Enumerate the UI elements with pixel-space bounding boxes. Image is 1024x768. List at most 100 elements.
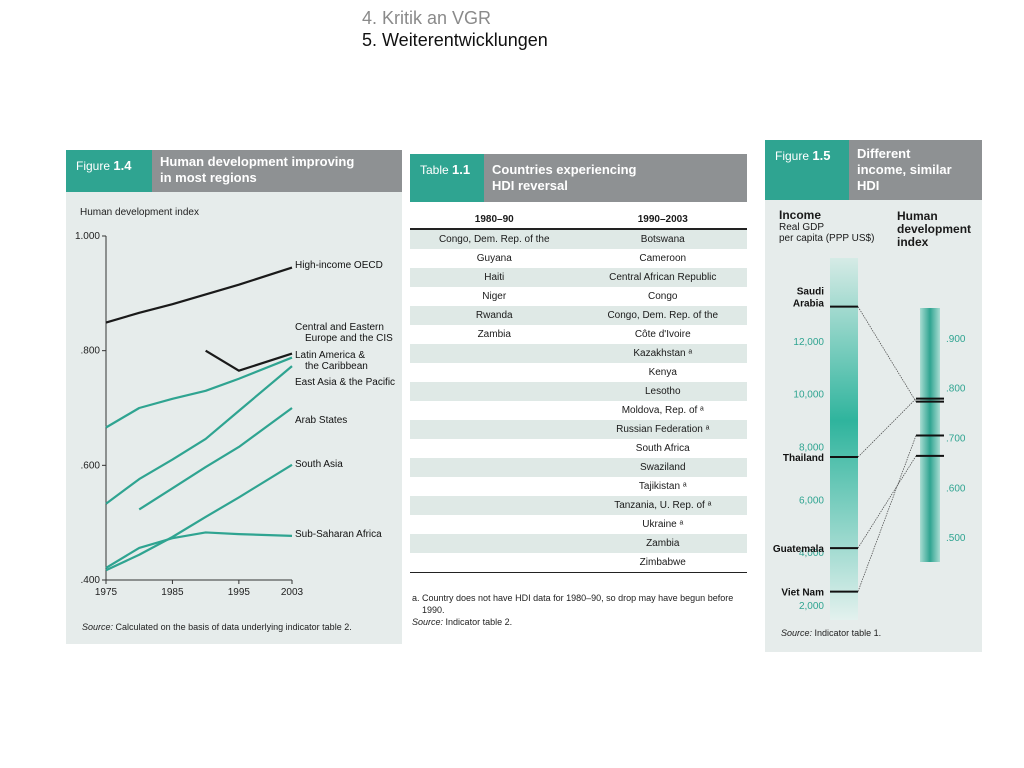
income-tick-label: 8,000 — [799, 443, 824, 454]
hdi-tick-label: .800 — [946, 384, 966, 395]
table-cell-1990-2003: Kenya — [648, 367, 677, 378]
table-1-1-title-line1: Countries experiencing — [492, 162, 637, 177]
table-cell-1990-2003: Central African Republic — [609, 272, 717, 283]
table-row: Tajikistan ᵃ — [410, 477, 747, 496]
series-label: Arab States — [295, 415, 347, 426]
figure-1-4-ylabel: Human development index — [80, 207, 199, 218]
nav-item-kritik[interactable]: 4. Kritik an VGR — [362, 8, 492, 28]
table-1-1-source-label: Source: — [412, 617, 444, 627]
figure-1-5-title-line3: HDI — [857, 178, 880, 193]
series-label: the Caribbean — [305, 361, 368, 372]
figure-1-4-prefix: Figure — [76, 159, 111, 173]
table-row: Swaziland — [410, 458, 747, 477]
connector-line — [857, 455, 917, 549]
series-line — [138, 407, 293, 511]
table-row: Zambia — [410, 534, 747, 553]
table-cell-1980-90: Rwanda — [475, 310, 513, 321]
table-cell-1990-2003: Kazakhstan ᵃ — [633, 348, 693, 359]
y-tick-label: .400 — [81, 575, 101, 586]
country-label: Viet Nam — [781, 588, 824, 599]
hdi-title-line1: Human — [897, 209, 938, 223]
connector-line — [857, 306, 917, 402]
table-1-1-number: 1.1 — [452, 162, 471, 177]
figure-1-5-source-text: Indicator table 1. — [814, 628, 882, 638]
hdi-reversal-table: 1980–90 1990–2003 Congo, Dem. Rep. of th… — [410, 204, 747, 573]
table-row: Moldova, Rep. of ᵃ — [410, 401, 747, 420]
table-cell-1990-2003: South Africa — [635, 443, 690, 454]
hdi-title-line2: development — [897, 222, 972, 236]
table-1-1-source: Source: Indicator table 2. — [412, 616, 747, 628]
country-label: Thailand — [783, 453, 824, 464]
table-1-1-prefix: Table — [420, 163, 449, 177]
income-axis-title: Income Real GDP per capita (PPP US$) — [779, 209, 874, 245]
series-line — [105, 531, 293, 569]
x-tick-label: 1985 — [161, 587, 184, 598]
connector-line — [857, 435, 917, 592]
table-1-1-label: Table 1.1 — [410, 154, 484, 202]
income-bar — [830, 258, 858, 620]
series-label: South Asia — [295, 459, 343, 470]
y-tick-label: .800 — [81, 346, 101, 357]
table-col-1990-2003: 1990–2003 — [637, 214, 688, 225]
table-1-1-header: Table 1.1 Countries experiencing HDI rev… — [410, 154, 747, 202]
table-1-1-title: Countries experiencing HDI reversal — [484, 154, 747, 202]
table-cell-1980-90: Haiti — [484, 272, 505, 283]
income-tick-label: 12,000 — [793, 337, 824, 348]
table-footnote-line1: a. Country does not have HDI data for 19… — [412, 593, 734, 603]
table-bottom-rule — [410, 572, 747, 573]
table-cell-1990-2003: Tajikistan ᵃ — [638, 481, 687, 492]
hdi-tick-label: .700 — [946, 433, 966, 444]
table-row: Zimbabwe — [410, 553, 747, 572]
figure-1-5-label: Figure 1.5 — [765, 140, 849, 200]
hdi-title-line3: index — [897, 235, 929, 249]
table-row: Niger Congo — [410, 287, 747, 306]
figure-1-5-header: Figure 1.5 Different income, similar HDI — [765, 140, 982, 200]
x-tick-label: 1995 — [228, 587, 251, 598]
series-label: High-income OECD — [295, 260, 383, 271]
income-tick-label: 10,000 — [793, 390, 824, 401]
series-line — [205, 349, 293, 372]
figure-1-4-title: Human development improving in most regi… — [152, 150, 402, 192]
table-row: Congo, Dem. Rep. of the Botswana — [410, 230, 747, 249]
figure-1-4-header: Figure 1.4 Human development improving i… — [66, 150, 402, 192]
x-tick-label: 2003 — [281, 587, 304, 598]
table-cell-1990-2003: Cameroon — [639, 253, 687, 264]
table-cell-1990-2003: Ukraine ᵃ — [642, 519, 684, 530]
figure-1-5-number: 1.5 — [812, 148, 831, 163]
table-body: Congo, Dem. Rep. of the Botswana Guyana Cam… — [410, 230, 747, 572]
table-footnote-line2: 1990. — [422, 605, 445, 615]
table-cell-1990-2003: Lesotho — [644, 386, 681, 397]
figure-1-5-title-line1: Different — [857, 146, 911, 161]
table-cell-1990-2003: Congo, Dem. Rep. of the — [607, 310, 719, 321]
figure-1-4-source: Source: Calculated on the basis of data … — [82, 622, 352, 632]
table-1-1-source-text: Indicator table 2. — [445, 617, 513, 627]
table-cell-1990-2003: Moldova, Rep. of ᵃ — [621, 405, 704, 416]
table-row: Ukraine ᵃ — [410, 515, 747, 534]
table-row: Tanzania, U. Rep. of ᵃ — [410, 496, 747, 515]
table-1-1-title-line2: HDI reversal — [492, 178, 568, 193]
table-cell-1980-90: Guyana — [476, 253, 512, 264]
hdi-tick-label: .600 — [946, 483, 966, 494]
y-tick-label: 1.000 — [75, 231, 100, 242]
table-row: South Africa — [410, 439, 747, 458]
figure-1-5-title: Different income, similar HDI — [849, 140, 982, 200]
table-row: Kenya — [410, 363, 747, 382]
country-label: Guatemala — [773, 544, 825, 555]
table-col-1980-90: 1980–90 — [474, 214, 514, 225]
table-row: Kazakhstan ᵃ — [410, 344, 747, 363]
nav-item-weiterentwicklungen[interactable]: 5. Weiterentwicklungen — [362, 30, 548, 50]
series-label: Latin America & — [295, 350, 365, 361]
table-cell-1990-2003: Botswana — [640, 234, 685, 245]
table-row: Guyana Cameroon — [410, 249, 747, 268]
table-cell-1990-2003: Tanzania, U. Rep. of ᵃ — [614, 500, 712, 511]
figure-1-4-source-label: Source: — [82, 622, 114, 632]
figure-1-4-title-line2: in most regions — [160, 170, 257, 185]
country-label: Saudi — [797, 287, 824, 298]
table-row: Zambia Côte d'Ivoire — [410, 325, 747, 344]
table-row: Lesotho — [410, 382, 747, 401]
series-label: Central and Eastern — [295, 322, 384, 333]
hdi-tick-label: .500 — [946, 533, 966, 544]
table-cell-1990-2003: Zambia — [646, 538, 680, 549]
income-tick-label: 2,000 — [799, 601, 824, 612]
